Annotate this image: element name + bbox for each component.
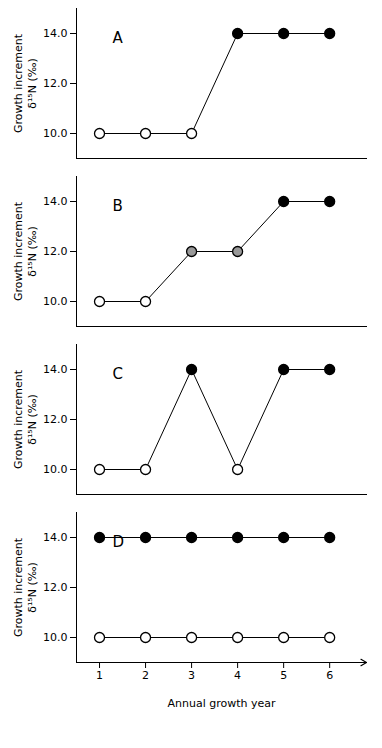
svg-text:2: 2: [142, 669, 149, 682]
svg-text:B: B: [113, 197, 123, 215]
svg-text:1: 1: [96, 669, 103, 682]
svg-text:10.0: 10.0: [43, 295, 68, 308]
svg-text:A: A: [113, 29, 124, 47]
svg-text:Growth incrementδ¹⁵N (‰): Growth incrementδ¹⁵N (‰): [12, 33, 39, 133]
svg-text:12.0: 12.0: [43, 245, 68, 258]
svg-text:10.0: 10.0: [43, 631, 68, 644]
svg-text:14.0: 14.0: [43, 195, 68, 208]
svg-text:14.0: 14.0: [43, 531, 68, 544]
svg-text:Growth incrementδ¹⁵N (‰): Growth incrementδ¹⁵N (‰): [12, 201, 39, 301]
svg-text:Annual growth year: Annual growth year: [167, 697, 276, 710]
svg-text:12.0: 12.0: [43, 77, 68, 90]
svg-text:Growth incrementδ¹⁵N (‰): Growth incrementδ¹⁵N (‰): [12, 537, 39, 637]
svg-text:D: D: [113, 533, 125, 551]
svg-text:4: 4: [234, 669, 241, 682]
svg-text:Growth incrementδ¹⁵N (‰): Growth incrementδ¹⁵N (‰): [12, 369, 39, 469]
svg-text:C: C: [113, 365, 123, 383]
svg-text:3: 3: [188, 669, 195, 682]
svg-text:10.0: 10.0: [43, 463, 68, 476]
svg-text:14.0: 14.0: [43, 27, 68, 40]
svg-text:12.0: 12.0: [43, 413, 68, 426]
svg-text:5: 5: [280, 669, 287, 682]
svg-text:6: 6: [326, 669, 333, 682]
svg-text:12.0: 12.0: [43, 581, 68, 594]
svg-text:14.0: 14.0: [43, 363, 68, 376]
svg-text:10.0: 10.0: [43, 127, 68, 140]
